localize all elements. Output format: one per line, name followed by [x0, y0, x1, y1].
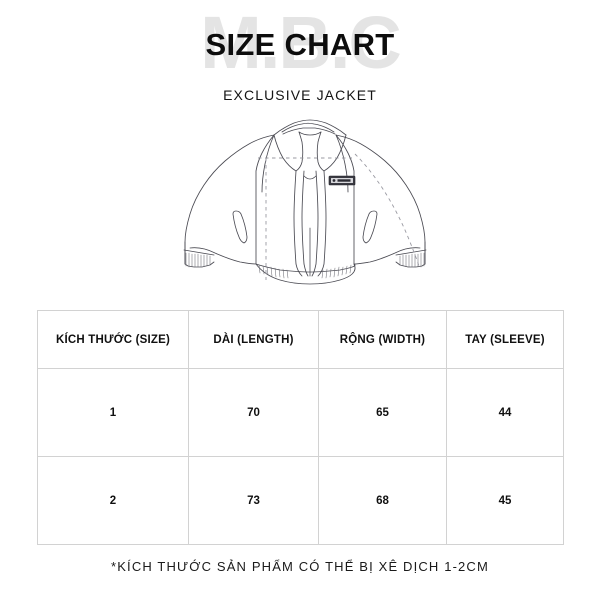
- cell-sleeve: 44: [446, 368, 564, 457]
- collar-outer-top: [273, 119, 347, 136]
- front-left-placket: [293, 170, 303, 277]
- hem-band-top: [255, 263, 356, 273]
- right-side-seam: [335, 134, 355, 265]
- left-side-seam: [255, 134, 275, 265]
- front-left-fold: [301, 170, 309, 277]
- left-cuff-top-line: [183, 249, 215, 256]
- cell-length: 70: [188, 368, 319, 457]
- hem-band-bottom: [255, 263, 356, 285]
- table-row: 1 70 65 44: [37, 368, 564, 457]
- sleeve-dashed-line: [354, 153, 420, 267]
- left-armhole: [261, 134, 275, 193]
- table-header-row: KÍCH THƯỚC (SIZE) DÀI (LENGTH) RỘNG (WID…: [37, 310, 564, 369]
- right-cuff-top-line: [395, 249, 427, 256]
- column-header-sleeve: TAY (SLEEVE): [446, 310, 564, 369]
- front-right-placket: [317, 170, 327, 277]
- size-table-container: KÍCH THƯỚC (SIZE) DÀI (LENGTH) RỘNG (WID…: [37, 310, 564, 545]
- patch-mark-icon: [332, 179, 336, 182]
- page-title: SIZE CHART: [205, 27, 395, 62]
- cell-sleeve: 45: [446, 456, 564, 545]
- cell-length: 73: [188, 456, 319, 545]
- cell-size: 2: [37, 456, 189, 545]
- collar-right-point: [316, 131, 347, 172]
- jacket-illustration: [170, 108, 440, 298]
- collar-stand: [282, 127, 336, 135]
- right-sleeve-outer: [335, 134, 426, 265]
- size-tolerance-note: *KÍCH THƯỚC SẢN PHẨM CÓ THỂ BỊ XÊ DỊCH 1…: [111, 559, 489, 574]
- left-pocket: [232, 210, 248, 244]
- column-header-size: KÍCH THƯỚC (SIZE): [37, 310, 189, 369]
- front-right-fold: [311, 170, 319, 277]
- right-pocket: [362, 210, 378, 244]
- right-cuff-ribs: [399, 252, 425, 268]
- cell-width: 65: [318, 368, 447, 457]
- cell-width: 68: [318, 456, 447, 545]
- collar-inner-top: [281, 122, 335, 133]
- inner-back-neck: [303, 175, 317, 180]
- hem-ribs-right: [321, 264, 352, 279]
- brand-watermark: M.B.C: [200, 1, 402, 84]
- collar-left-point: [273, 131, 304, 172]
- left-sleeve-outer: [184, 134, 275, 265]
- cell-size: 1: [37, 368, 189, 457]
- left-sleeve-inner: [189, 247, 257, 265]
- column-header-length: DÀI (LENGTH): [188, 310, 319, 369]
- column-header-width: RỘNG (WIDTH): [318, 310, 447, 369]
- right-sleeve-inner: [353, 247, 421, 265]
- jacket-line-drawing-svg: [183, 119, 427, 285]
- header: M.B.C SIZE CHART EXCLUSIVE JACKET: [0, 0, 600, 112]
- size-table: KÍCH THƯỚC (SIZE) DÀI (LENGTH) RỘNG (WID…: [37, 310, 564, 545]
- brand-patch: [328, 175, 356, 186]
- hem-ribs-left: [258, 264, 289, 279]
- table-row: 2 73 68 45: [37, 456, 564, 545]
- page-subtitle: EXCLUSIVE JACKET: [223, 87, 377, 103]
- left-cuff-ribs: [185, 252, 211, 268]
- neck-opening: [298, 131, 322, 136]
